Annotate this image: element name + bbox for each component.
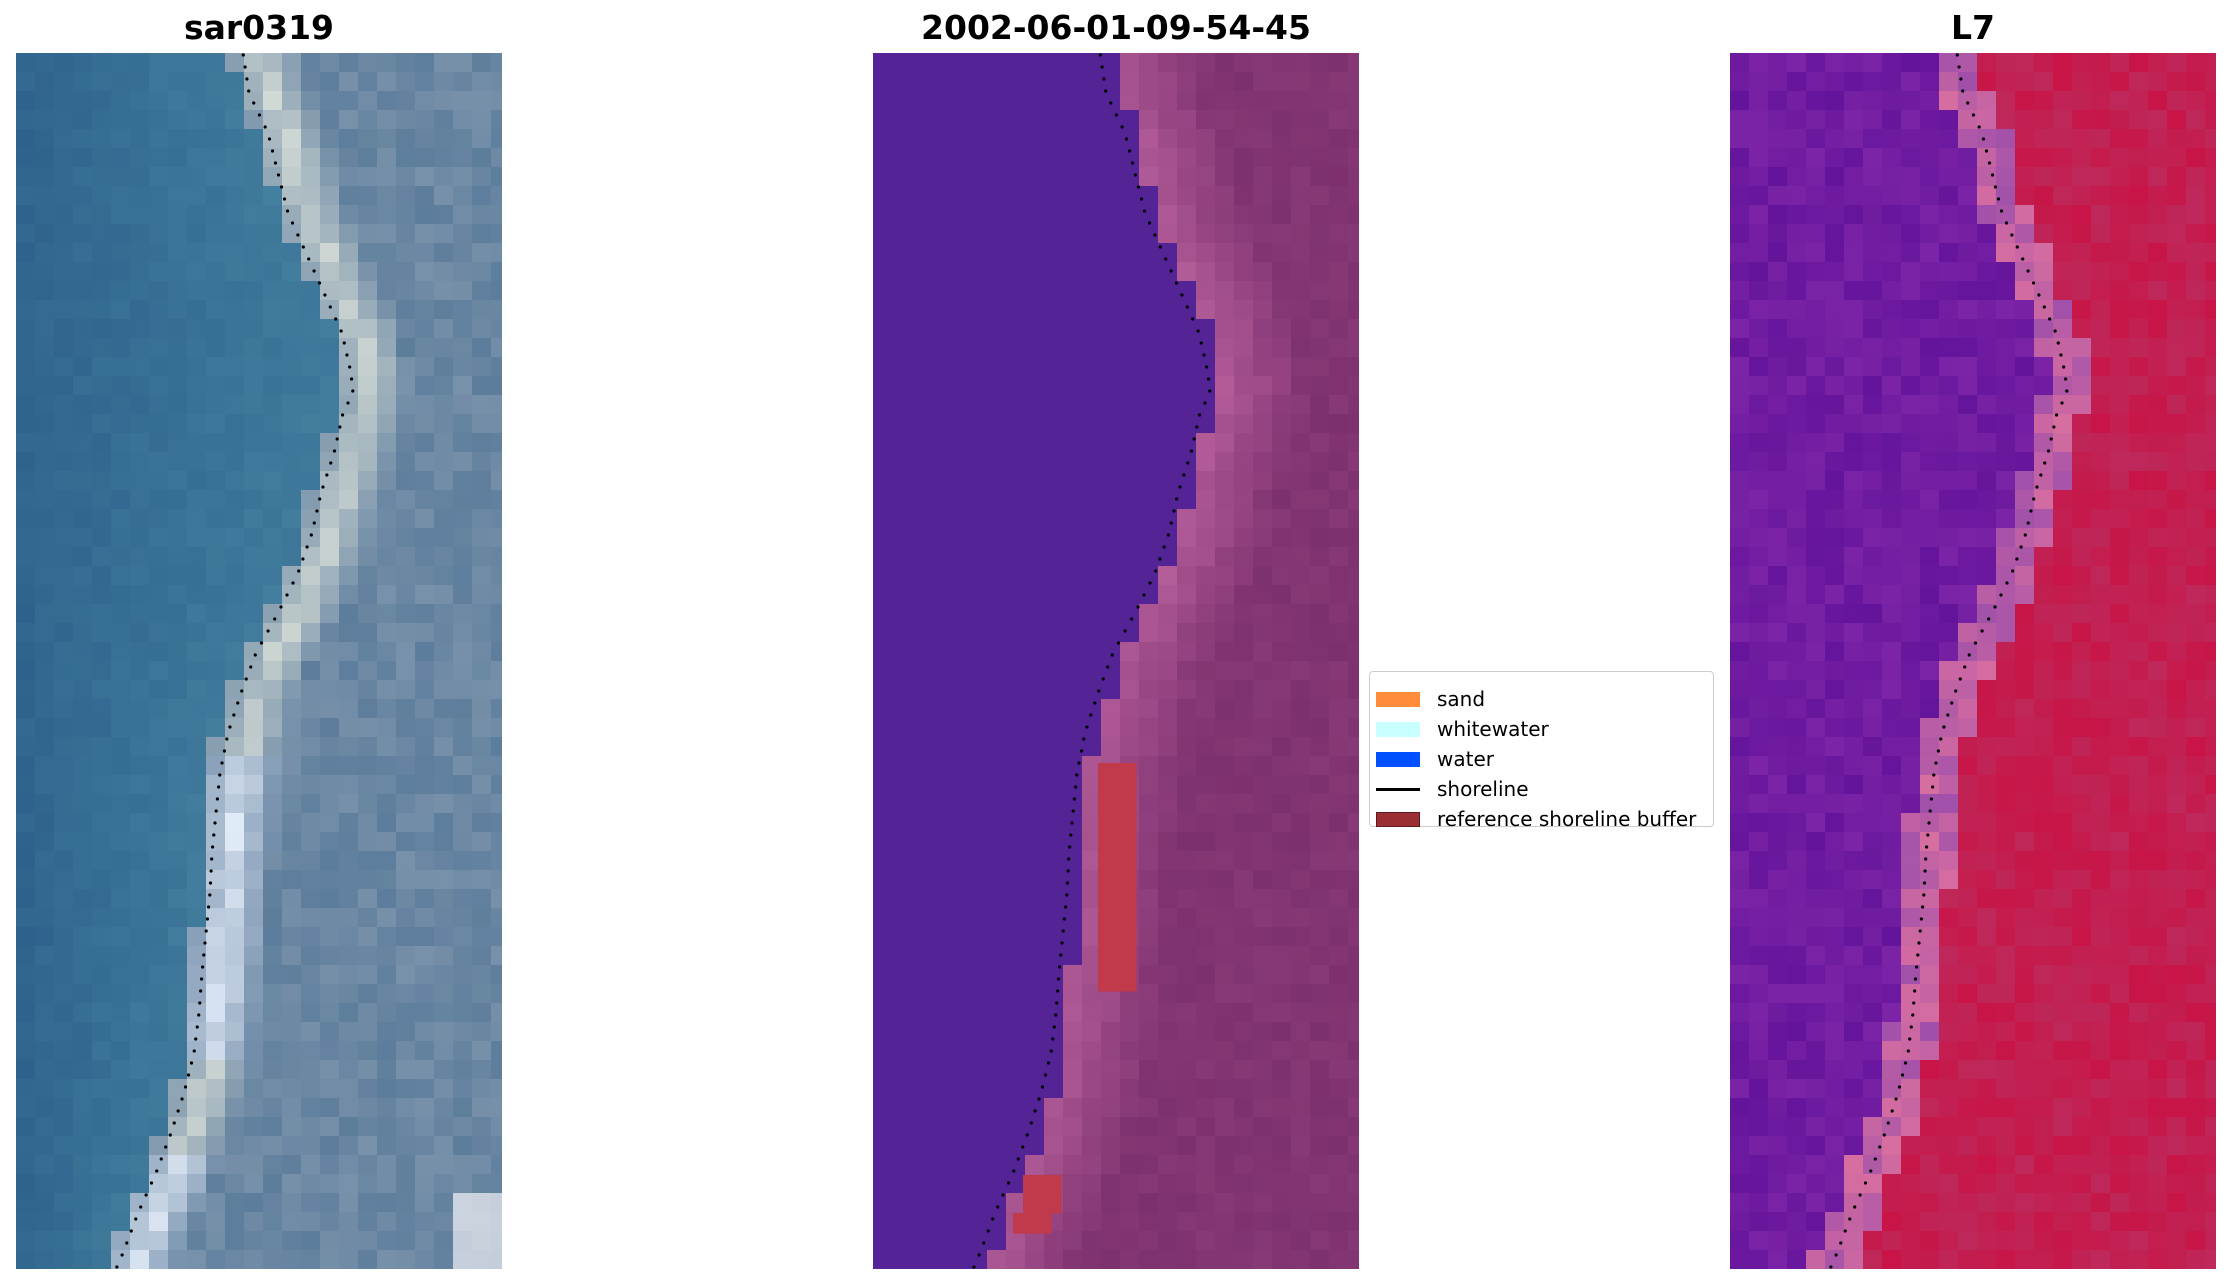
legend-item-buffer: reference shoreline buffer xyxy=(1376,804,1696,834)
sar-true-color-image xyxy=(16,53,502,1269)
legend-label-buffer: reference shoreline buffer xyxy=(1437,807,1697,831)
legend-label-shoreline: shoreline xyxy=(1437,777,1529,801)
panel-title-sensor: L7 xyxy=(1951,8,1995,47)
image-raster xyxy=(873,53,1359,1269)
buffer-swatch-icon xyxy=(1376,811,1420,827)
index-image xyxy=(1730,53,2216,1269)
legend-label-whitewater: whitewater xyxy=(1437,717,1549,741)
shoreline-dots xyxy=(115,53,355,1269)
sand-swatch-icon xyxy=(1376,691,1420,707)
shoreline-dots xyxy=(1829,53,2069,1269)
legend-item-sand: sand xyxy=(1376,684,1485,714)
image-raster xyxy=(1730,53,2216,1269)
legend-item-water: water xyxy=(1376,744,1494,774)
panel-title-date: 2002-06-01-09-54-45 xyxy=(921,8,1311,47)
shoreline-dots xyxy=(972,53,1212,1269)
legend-label-sand: sand xyxy=(1437,687,1486,711)
legend-item-shoreline: shoreline xyxy=(1376,774,1529,804)
legend-item-whitewater: whitewater xyxy=(1376,714,1549,744)
shoreline-line-icon xyxy=(1376,787,1420,791)
water-swatch-icon xyxy=(1376,751,1420,767)
legend: sand whitewater water shoreline referenc… xyxy=(1369,671,1714,831)
legend-label-water: water xyxy=(1437,747,1494,771)
classified-image xyxy=(873,53,1359,1269)
image-raster xyxy=(16,53,502,1269)
whitewater-swatch-icon xyxy=(1376,721,1420,737)
panel-title-sar: sar0319 xyxy=(183,8,335,47)
